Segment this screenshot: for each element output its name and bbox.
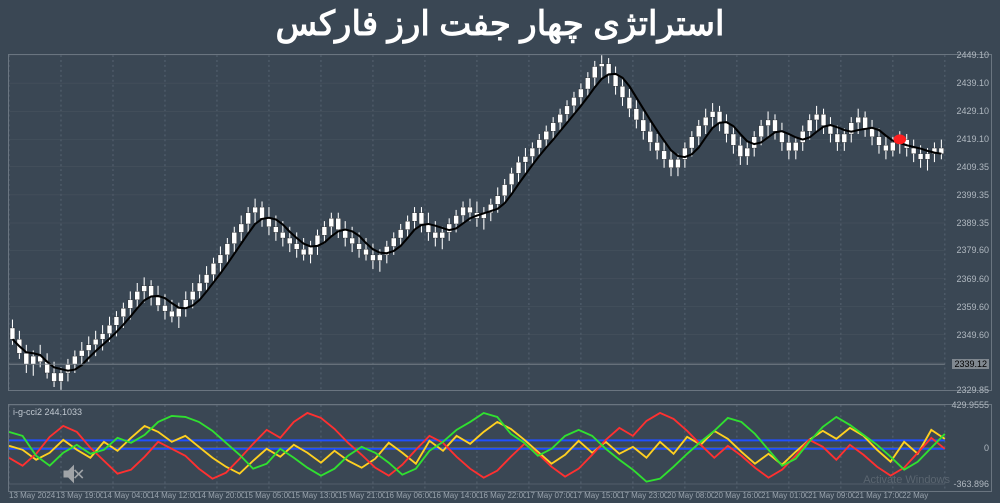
- mute-icon[interactable]: [60, 460, 88, 488]
- indicator-panel[interactable]: i-g-cci2 244.1033 -363.8960429.9555 13 M…: [8, 404, 992, 492]
- time-x-axis: 13 May 202413 May 19:0014 May 04:0014 Ma…: [9, 491, 949, 503]
- oscillator-chart: [9, 405, 991, 491]
- page-title: استراتژی چهار جفت ارز فارکس: [0, 4, 1000, 44]
- indicator-y-axis: -363.8960429.9555: [947, 405, 989, 491]
- windows-watermark: Activate Windows: [863, 474, 950, 486]
- chart-container: 2329.852339.602349.602359.602369.602379.…: [8, 54, 992, 492]
- candlestick-chart: [9, 55, 991, 390]
- price-chart-panel[interactable]: 2329.852339.602349.602359.602369.602379.…: [8, 54, 992, 391]
- indicator-label: i-g-cci2 244.1033: [13, 407, 82, 417]
- last-price-tag: 2339.12: [952, 359, 989, 369]
- price-y-axis: 2329.852339.602349.602359.602369.602379.…: [947, 55, 989, 390]
